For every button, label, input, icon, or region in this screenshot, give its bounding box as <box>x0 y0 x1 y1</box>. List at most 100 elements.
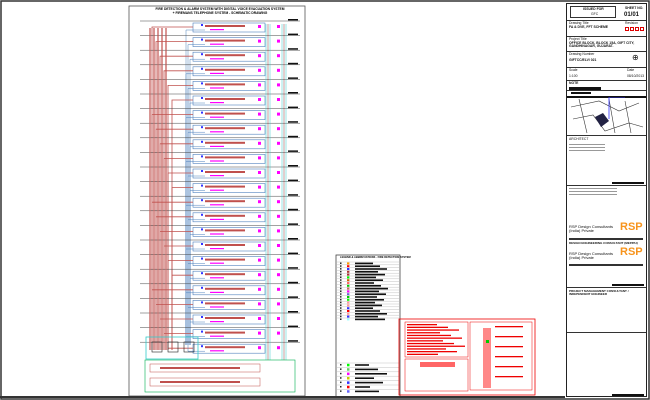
isolator-icon <box>277 185 280 189</box>
isolator-icon <box>277 98 280 101</box>
isolator-icon <box>258 83 261 87</box>
panel-icon <box>201 272 203 275</box>
issued-for-box: ISSUED FOR GFC <box>570 6 616 18</box>
floor-zone-box <box>192 110 266 120</box>
legend-description <box>355 310 380 312</box>
device-strip <box>205 346 245 349</box>
legend-description <box>355 285 381 287</box>
note-line <box>407 340 443 342</box>
panel-icon <box>201 155 203 158</box>
device-label <box>210 175 224 177</box>
floor-zone-box <box>192 329 266 339</box>
issued-for-value: GFC <box>591 12 599 16</box>
floor-level-tag <box>288 135 298 138</box>
legend-index <box>340 307 342 309</box>
legend-table <box>335 254 401 398</box>
device-label <box>210 218 224 220</box>
elevation-detail-box <box>469 321 533 391</box>
legend-symbol <box>347 265 350 268</box>
legend-index <box>340 372 342 375</box>
legend-frame <box>335 254 401 398</box>
legend-index <box>340 268 342 270</box>
isolator-icon <box>258 156 261 160</box>
floor-level-tag <box>288 238 298 240</box>
isolator-icon <box>258 25 261 28</box>
device-strip <box>205 317 245 319</box>
floor-zone-box <box>192 256 266 266</box>
legend-index <box>340 304 342 306</box>
elevation-annotation <box>495 336 523 338</box>
floor-zone-box <box>192 66 266 77</box>
device-label <box>210 321 224 323</box>
legend-description <box>355 265 380 267</box>
isolator-icon <box>277 25 280 28</box>
floor-level-tag <box>288 48 298 50</box>
legend-symbol <box>347 385 350 389</box>
floor-level-tag <box>288 325 298 328</box>
floor-level-tag <box>288 106 298 109</box>
legend-symbol <box>347 363 350 367</box>
floor-level-tag <box>288 311 298 313</box>
fire-alarm-panel <box>183 341 195 353</box>
legend-index <box>340 368 342 370</box>
legend-index <box>340 386 342 388</box>
legend-symbol <box>347 268 350 270</box>
legend-symbol <box>347 377 350 380</box>
isolator-icon <box>258 141 261 145</box>
floor-level-tag <box>288 165 298 167</box>
legend-index <box>340 270 342 273</box>
floor-level-tag <box>288 121 298 123</box>
device-strip <box>205 214 245 217</box>
note-line <box>407 342 454 345</box>
peer-review-label: PROJECT MANAGEMENT CONSULTANT / INDEPEND… <box>569 289 629 296</box>
riser-cable <box>187 307 205 345</box>
isolator-icon <box>258 185 261 189</box>
notes-box <box>404 321 469 358</box>
issued-for-label: ISSUED FOR <box>583 7 604 11</box>
panel-icon <box>201 330 203 333</box>
floor-zone-box <box>192 270 266 281</box>
floor-level-tag <box>288 19 298 21</box>
legend-symbol <box>347 293 350 296</box>
isolator-icon <box>277 68 280 72</box>
legend-index <box>340 390 342 392</box>
legend-description <box>355 304 382 307</box>
floor-zone-box <box>192 95 266 106</box>
floor-zone-box <box>192 285 266 296</box>
device-strip <box>205 83 245 86</box>
consultant-name-2: RSP Design Consultants (India) Private <box>569 251 613 260</box>
legend-symbol <box>347 318 350 321</box>
device-strip <box>205 127 245 130</box>
title-line-1: FIRE DETECTION & ALARM SYSTEM WITH DIGIT… <box>155 7 285 11</box>
detail-panel <box>398 318 536 396</box>
riser-cable <box>159 318 193 350</box>
legend-description <box>355 287 388 290</box>
panel-icon <box>201 111 203 114</box>
floor-level-tag <box>288 223 298 225</box>
riser-cable <box>171 274 193 350</box>
legend-description <box>355 381 383 384</box>
detail-drawing <box>420 362 455 367</box>
device-strip <box>205 185 245 188</box>
isolator-icon <box>277 229 280 233</box>
isolator-icon <box>258 331 261 335</box>
consultant-logo-2: RSP <box>620 246 643 258</box>
section-detail-box <box>404 358 469 392</box>
riser-schematic <box>140 19 300 393</box>
revision-label: Revision <box>625 21 639 25</box>
riser-cable <box>187 219 205 345</box>
device-strip <box>205 141 245 144</box>
design-engineering-label: DESIGN ENGINEERING CONSULTANT (MEP/PH) <box>569 241 638 245</box>
isolator-icon <box>258 244 261 247</box>
panel-icon <box>201 24 203 26</box>
legend-index <box>340 381 342 384</box>
isolator-icon <box>277 171 280 174</box>
device-strip <box>205 54 245 57</box>
isolator-icon <box>258 127 261 131</box>
device-strip <box>205 156 245 159</box>
isolator-icon <box>277 156 280 160</box>
legend-index <box>340 273 342 276</box>
isolator-icon <box>277 244 280 247</box>
elevation-annotation <box>495 366 523 368</box>
legend-index <box>340 284 342 287</box>
